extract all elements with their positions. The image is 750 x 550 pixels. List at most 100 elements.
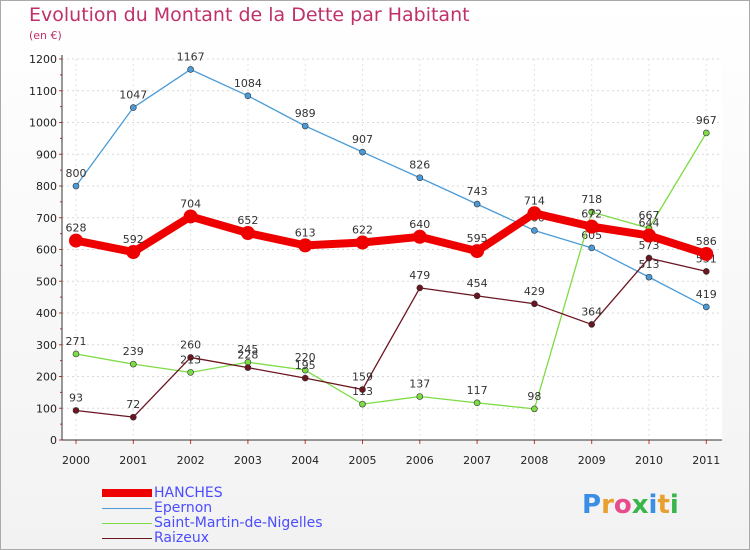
data-label-saint-martin-de-nigelles: 967 xyxy=(696,114,717,127)
logo-letter: t xyxy=(657,490,670,520)
logo-letter: P xyxy=(582,490,602,520)
data-label-epernon: 1047 xyxy=(119,89,147,102)
data-point-raizeux xyxy=(72,407,80,414)
unit-label: (en €) xyxy=(29,29,62,42)
x-tick-label: 2006 xyxy=(406,454,434,467)
series-line-raizeux xyxy=(75,257,707,418)
data-point-hanches xyxy=(527,206,542,221)
data-label-hanches: 704 xyxy=(180,197,201,210)
data-label-hanches: 714 xyxy=(524,194,545,207)
data-label-hanches: 644 xyxy=(639,217,660,230)
data-point-saint-martin-de-nigelles xyxy=(416,393,424,400)
data-point-hanches xyxy=(699,246,714,261)
data-label-epernon: 826 xyxy=(409,159,430,172)
data-point-epernon xyxy=(72,182,80,190)
data-point-raizeux xyxy=(531,300,538,308)
data-label-raizeux: 93 xyxy=(69,391,83,404)
data-label-saint-martin-de-nigelles: 137 xyxy=(409,378,430,391)
data-point-epernon xyxy=(359,148,366,156)
y-tick-label: 300 xyxy=(36,339,57,352)
y-tick-label: 900 xyxy=(36,148,57,161)
data-label-raizeux: 429 xyxy=(524,285,545,298)
y-tick-label: 100 xyxy=(36,402,57,415)
logo-letter: i xyxy=(669,490,679,520)
y-tick-label: 600 xyxy=(36,244,57,257)
data-label-epernon: 907 xyxy=(352,133,373,146)
data-label-raizeux: 454 xyxy=(467,277,488,290)
data-point-epernon xyxy=(588,244,596,252)
data-point-raizeux xyxy=(416,284,424,292)
data-point-raizeux xyxy=(702,268,710,275)
x-tick-label: 2009 xyxy=(578,454,606,467)
data-point-epernon xyxy=(244,92,252,100)
data-point-hanches xyxy=(355,235,370,250)
series-line-hanches xyxy=(72,209,711,258)
x-tick-label: 2002 xyxy=(177,454,205,467)
x-tick-label: 2007 xyxy=(463,454,491,467)
data-point-saint-martin-de-nigelles xyxy=(588,208,596,216)
logo-letter: o xyxy=(613,490,632,520)
data-label-hanches: 586 xyxy=(696,235,717,248)
data-point-hanches xyxy=(584,219,599,234)
legend-swatch xyxy=(102,522,152,524)
data-label-hanches: 595 xyxy=(467,232,488,245)
data-label-hanches: 640 xyxy=(409,218,430,231)
data-point-epernon xyxy=(645,273,653,281)
y-tick-label: 800 xyxy=(36,180,57,193)
data-point-epernon xyxy=(531,227,538,234)
data-point-raizeux xyxy=(187,354,194,361)
data-point-raizeux xyxy=(473,292,481,300)
data-label-saint-martin-de-nigelles: 667 xyxy=(639,209,660,222)
data-point-raizeux xyxy=(244,364,252,371)
data-point-epernon xyxy=(187,66,194,73)
data-label-hanches: 592 xyxy=(123,233,144,246)
data-point-hanches xyxy=(183,209,198,224)
data-label-saint-martin-de-nigelles: 245 xyxy=(237,343,258,356)
data-point-saint-martin-de-nigelles xyxy=(473,399,481,407)
data-label-epernon: 743 xyxy=(467,185,488,198)
data-label-hanches: 628 xyxy=(66,222,87,235)
data-point-epernon xyxy=(301,122,309,130)
y-tick-label: 200 xyxy=(36,371,57,384)
x-tick-label: 2003 xyxy=(234,454,262,467)
series-line-saint-martin-de-nigelles xyxy=(75,132,707,410)
data-label-raizeux: 72 xyxy=(126,398,140,411)
data-point-hanches xyxy=(69,233,83,248)
data-label-raizeux: 573 xyxy=(639,239,660,252)
y-tick-label: 500 xyxy=(36,275,57,288)
data-label-epernon: 1167 xyxy=(177,50,205,63)
y-tick-label: 0 xyxy=(50,434,57,447)
data-point-hanches xyxy=(298,238,313,253)
legend-swatch xyxy=(102,489,152,497)
data-label-raizeux: 228 xyxy=(237,349,258,362)
legend-label: Epernon xyxy=(154,500,213,516)
data-point-saint-martin-de-nigelles xyxy=(130,360,137,368)
y-tick-label: 400 xyxy=(36,307,57,320)
data-label-hanches: 613 xyxy=(295,226,316,239)
data-label-hanches: 652 xyxy=(237,214,258,227)
data-point-raizeux xyxy=(130,413,137,421)
logo-letter: r xyxy=(601,490,614,520)
data-point-epernon xyxy=(473,200,481,208)
data-point-hanches xyxy=(240,225,255,240)
data-point-saint-martin-de-nigelles xyxy=(187,369,194,376)
x-tick-label: 2011 xyxy=(692,454,720,467)
data-label-saint-martin-de-nigelles: 220 xyxy=(295,351,316,364)
data-label-epernon: 1084 xyxy=(234,77,262,90)
x-tick-label: 2008 xyxy=(520,454,548,467)
logo-letter: x xyxy=(631,490,649,520)
y-tick-label: 700 xyxy=(36,212,57,225)
data-label-saint-martin-de-nigelles: 98 xyxy=(527,390,541,403)
y-tick-label: 1000 xyxy=(29,117,57,130)
series-line-epernon xyxy=(75,68,707,308)
legend-swatch xyxy=(102,507,152,509)
data-point-raizeux xyxy=(645,254,653,262)
logo-letter: i xyxy=(648,490,658,520)
chart-title: Evolution du Montant de la Dette par Hab… xyxy=(29,4,470,26)
data-point-saint-martin-de-nigelles xyxy=(359,400,366,408)
data-point-raizeux xyxy=(359,386,366,393)
data-label-saint-martin-de-nigelles: 718 xyxy=(581,193,602,206)
proxiti-logo: Proxiti xyxy=(582,490,679,520)
data-label-saint-martin-de-nigelles: 117 xyxy=(467,384,488,397)
